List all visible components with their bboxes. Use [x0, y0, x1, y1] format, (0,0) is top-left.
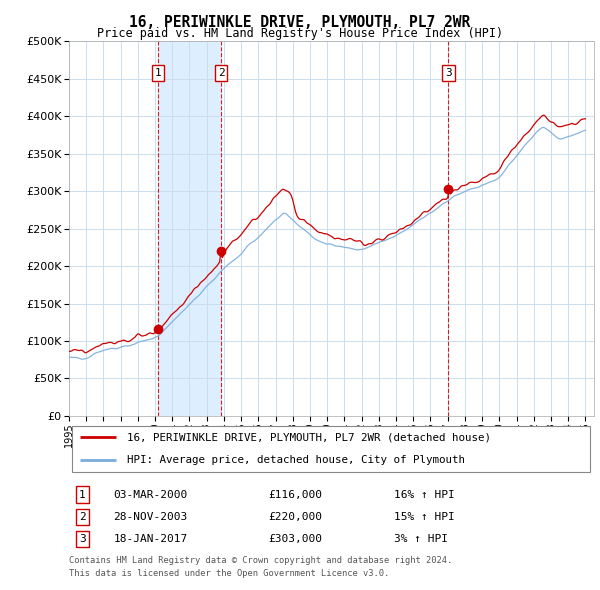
- Text: 3: 3: [445, 68, 452, 78]
- Text: 2: 2: [218, 68, 224, 78]
- Text: £220,000: £220,000: [269, 512, 323, 522]
- Text: 16, PERIWINKLE DRIVE, PLYMOUTH, PL7 2WR (detached house): 16, PERIWINKLE DRIVE, PLYMOUTH, PL7 2WR …: [127, 432, 491, 442]
- Text: 28-NOV-2003: 28-NOV-2003: [113, 512, 188, 522]
- Text: 1: 1: [79, 490, 86, 500]
- Text: 15% ↑ HPI: 15% ↑ HPI: [395, 512, 455, 522]
- Text: 03-MAR-2000: 03-MAR-2000: [113, 490, 188, 500]
- Text: 18-JAN-2017: 18-JAN-2017: [113, 534, 188, 544]
- Text: 1: 1: [155, 68, 161, 78]
- Text: 2: 2: [79, 512, 86, 522]
- FancyBboxPatch shape: [71, 425, 590, 473]
- Text: 3% ↑ HPI: 3% ↑ HPI: [395, 534, 449, 544]
- Text: HPI: Average price, detached house, City of Plymouth: HPI: Average price, detached house, City…: [127, 455, 465, 466]
- Bar: [158, 41, 221, 416]
- Text: Contains HM Land Registry data © Crown copyright and database right 2024.: Contains HM Land Registry data © Crown c…: [69, 556, 452, 565]
- Text: This data is licensed under the Open Government Licence v3.0.: This data is licensed under the Open Gov…: [69, 569, 389, 578]
- Text: 16% ↑ HPI: 16% ↑ HPI: [395, 490, 455, 500]
- Text: £303,000: £303,000: [269, 534, 323, 544]
- Text: Price paid vs. HM Land Registry's House Price Index (HPI): Price paid vs. HM Land Registry's House …: [97, 27, 503, 40]
- Text: 3: 3: [79, 534, 86, 544]
- Text: 16, PERIWINKLE DRIVE, PLYMOUTH, PL7 2WR: 16, PERIWINKLE DRIVE, PLYMOUTH, PL7 2WR: [130, 15, 470, 30]
- Text: £116,000: £116,000: [269, 490, 323, 500]
